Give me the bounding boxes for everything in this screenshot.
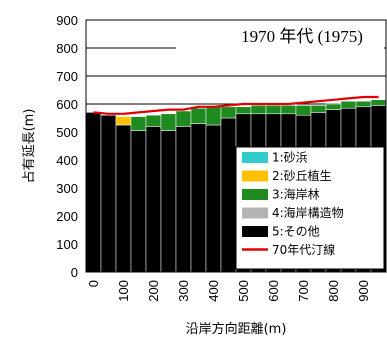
bar-1-0 — [85, 112, 102, 273]
bar-1-3 — [130, 130, 147, 273]
plot-frame — [85, 19, 387, 273]
bar-1-8 — [205, 124, 222, 273]
chart-title: 1970 年代 (1975) — [241, 27, 363, 46]
bar-3-7 — [190, 107, 207, 124]
bar-1-6 — [175, 126, 192, 273]
y-tick-label: 800 — [56, 41, 78, 56]
y-tick-label: 200 — [56, 209, 78, 224]
legend: 1:砂浜 2:砂丘植生 3:海岸林 4:海岸構造物 5:その他 70年代汀線 — [235, 146, 385, 270]
bar-1-5 — [160, 130, 177, 273]
y-tick-label: 500 — [56, 125, 78, 140]
x-tick-label: 700 — [296, 280, 311, 302]
bar-3-19 — [370, 99, 387, 106]
bar-3-16 — [325, 103, 342, 110]
x-tick-label: 600 — [266, 280, 281, 302]
bar-3-11 — [250, 105, 267, 115]
bar-1-4 — [145, 126, 162, 273]
legend-label: 4:海岸構造物 — [272, 205, 344, 220]
bar-1-9 — [220, 117, 237, 273]
bar-1-7 — [190, 123, 207, 273]
y-tick-label: 300 — [56, 181, 78, 196]
x-axis-label: 沿岸方向距離(m) — [186, 321, 287, 337]
y-tick-label: 600 — [56, 97, 78, 112]
legend-swatch — [242, 226, 268, 237]
bar-3-17 — [340, 100, 357, 109]
x-tick-label: 800 — [326, 280, 341, 302]
title-box — [176, 22, 384, 52]
legend-swatch — [242, 170, 268, 182]
legend-label: 2:砂丘植生 — [272, 168, 332, 183]
y-tick-label: 400 — [56, 153, 78, 168]
bar-1-2 — [115, 124, 132, 273]
x-tick-label: 900 — [356, 280, 371, 302]
y-axis: 0 100 200 300 400 500 600 700 800 900 — [56, 13, 78, 280]
bar-3-8 — [205, 106, 222, 126]
x-tick-label: 0 — [86, 280, 101, 287]
bar-3-10 — [235, 106, 252, 115]
bar-3-4 — [145, 114, 162, 127]
y-tick-label: 700 — [56, 69, 78, 84]
legend-swatch — [242, 152, 268, 163]
bar-3-3 — [130, 116, 147, 131]
bar-3-13 — [280, 105, 297, 115]
x-axis: 0 100 200 300 400 500 600 700 800 900 — [86, 280, 371, 302]
legend-label: 5:その他 — [272, 225, 320, 239]
bar-3-15 — [310, 105, 327, 113]
bar-3-5 — [160, 113, 177, 131]
bar-3-9 — [220, 106, 237, 119]
y-tick-label: 900 — [56, 13, 78, 28]
legend-swatch — [242, 207, 268, 219]
bar-3-18 — [355, 100, 372, 108]
legend-swatch — [242, 189, 268, 200]
x-tick-label: 300 — [176, 280, 191, 302]
x-tick-label: 500 — [236, 280, 251, 302]
legend-label: 3:海岸林 — [272, 187, 320, 202]
bar-3-6 — [175, 110, 192, 127]
bar-3-14 — [295, 105, 312, 116]
legend-label: 70年代汀線 — [272, 242, 335, 257]
y-tick-label: 100 — [56, 237, 78, 252]
y-tick-label: 0 — [71, 265, 78, 280]
bar-3-12 — [265, 105, 282, 115]
x-tick-label: 400 — [206, 280, 221, 302]
bar-1-1 — [100, 114, 117, 273]
x-tick-label: 200 — [146, 280, 161, 302]
bar-4-2 — [115, 116, 132, 126]
shoreline-line — [93, 95, 379, 115]
y-axis-label: 占有延長(m) — [22, 109, 37, 184]
legend-label: 1:砂浜 — [272, 151, 308, 165]
x-tick-label: 100 — [116, 280, 131, 302]
